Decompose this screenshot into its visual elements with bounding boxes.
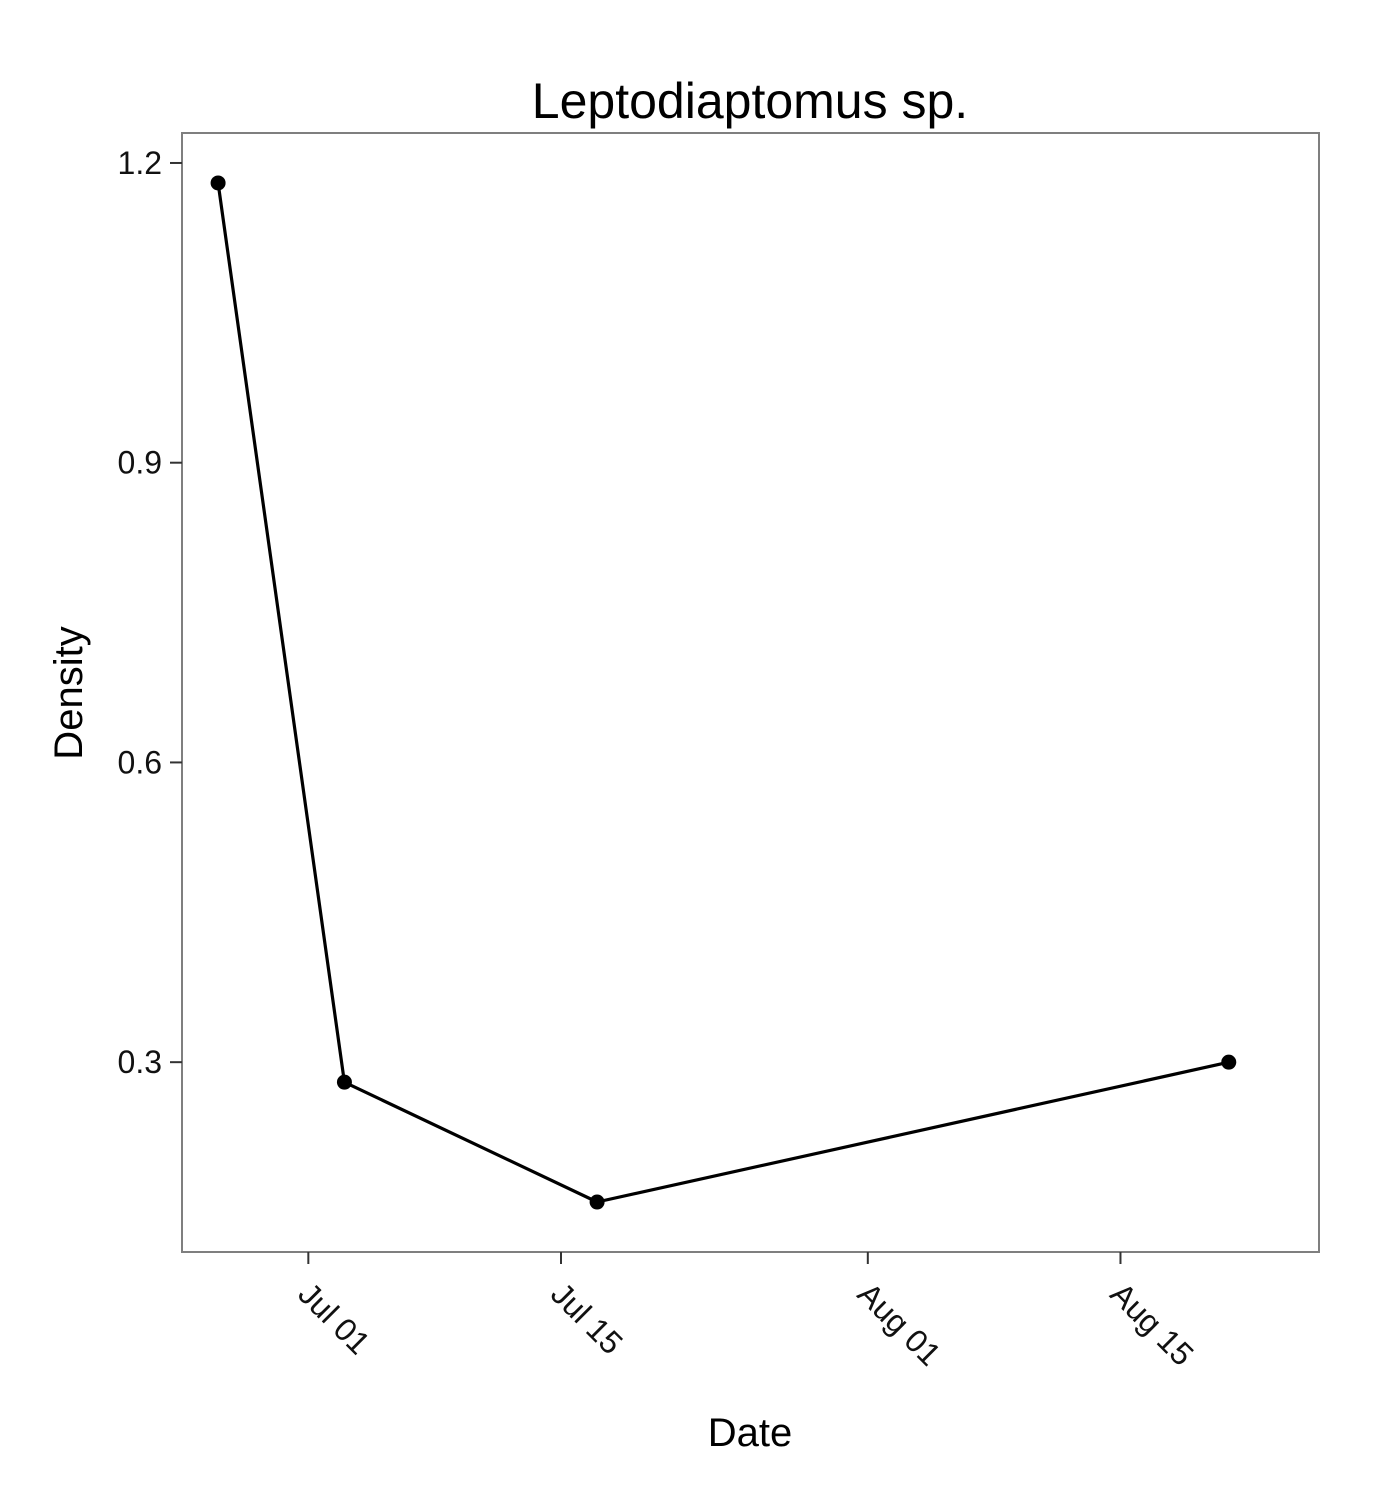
x-axis-title: Date bbox=[708, 1411, 793, 1455]
y-axis-title: Density bbox=[47, 626, 91, 759]
y-tick-label: 0.9 bbox=[118, 445, 162, 481]
x-tick-label: Aug 01 bbox=[851, 1275, 948, 1372]
x-tick-label: Jul 01 bbox=[291, 1275, 377, 1361]
y-tick-label: 0.3 bbox=[118, 1044, 162, 1080]
y-tick-label: 0.6 bbox=[118, 744, 162, 780]
plot-area: 0.3 0.6 0.9 1.2 Jul 01 Jul 15 Aug 01 Aug 15 bbox=[118, 132, 1320, 1373]
series-line bbox=[216, 182, 1230, 1204]
data-point bbox=[589, 1194, 605, 1210]
chart-title: Leptodiaptomus sp. bbox=[532, 73, 968, 129]
x-tick-label: Jul 15 bbox=[544, 1275, 630, 1361]
x-tick-label: Aug 15 bbox=[1104, 1275, 1201, 1372]
y-tick-label: 1.2 bbox=[118, 145, 162, 181]
data-point bbox=[210, 175, 226, 191]
plot-border bbox=[181, 132, 1320, 1253]
data-point bbox=[336, 1074, 352, 1090]
data-point bbox=[1221, 1054, 1237, 1070]
